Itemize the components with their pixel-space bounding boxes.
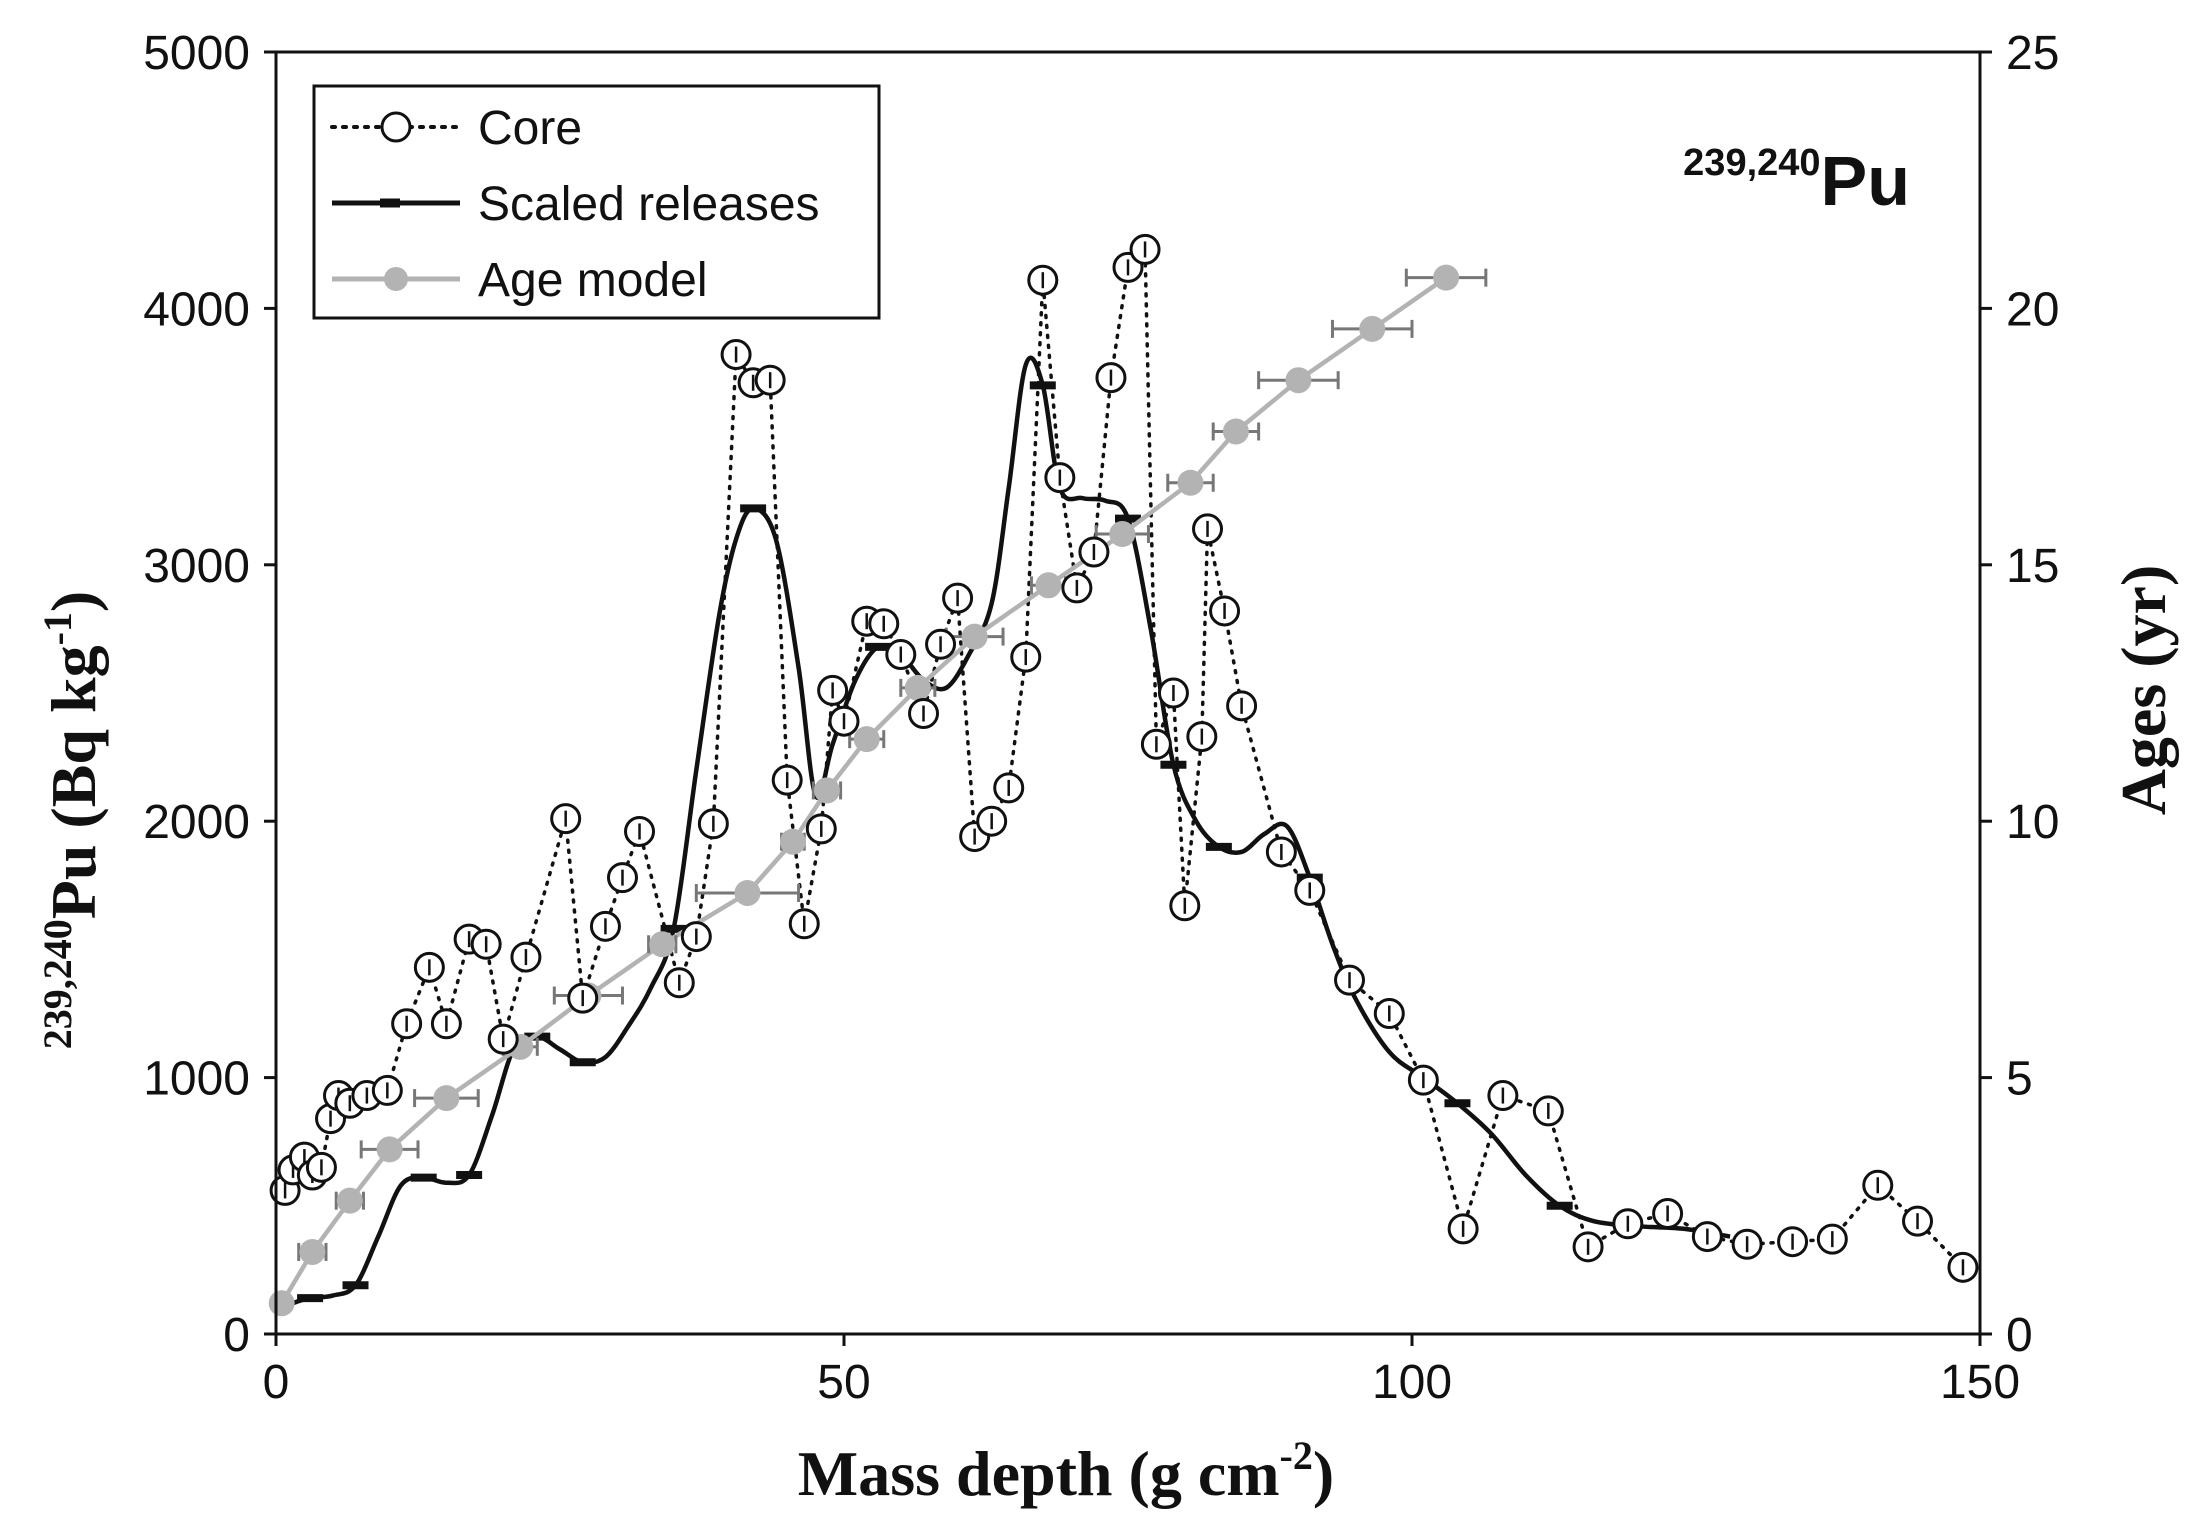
y-tick-label-1: 1000 bbox=[143, 1053, 250, 1106]
plot-area bbox=[268, 233, 1979, 1317]
y2-tick-label-1: 5 bbox=[2006, 1053, 2033, 1106]
age-model-point-3 bbox=[376, 1136, 403, 1163]
age-model-point-16 bbox=[1177, 469, 1204, 496]
x-tick-label-0: 0 bbox=[263, 1356, 290, 1409]
age-model-point-11 bbox=[853, 726, 880, 753]
age-model-point-4 bbox=[433, 1085, 460, 1112]
y-tick-label-0: 0 bbox=[223, 1309, 250, 1362]
age-model-point-19 bbox=[1359, 315, 1386, 342]
age-model-point-9 bbox=[779, 828, 806, 855]
y-tick-label-4: 4000 bbox=[143, 283, 250, 336]
legend-item-core: Core bbox=[330, 102, 582, 155]
legend-swatch-core-marker bbox=[380, 111, 412, 143]
age-model-point-18 bbox=[1285, 367, 1312, 394]
legend-item-age-model: Age model bbox=[332, 254, 707, 307]
y-tick-label-3: 3000 bbox=[143, 540, 250, 593]
legend-item-releases: Scaled releases bbox=[332, 178, 820, 231]
y2-tick-label-5: 25 bbox=[2006, 27, 2059, 80]
y-axis-title: 239,240Pu (Bq kg-1) bbox=[35, 591, 109, 1050]
x-tick-label-3: 150 bbox=[1940, 1356, 2020, 1409]
core-series-line bbox=[283, 245, 1965, 1270]
x-axis-title: Mass depth (g cm-2) bbox=[798, 1433, 1334, 1509]
plot-frame bbox=[274, 50, 1982, 1336]
x-tick-label-2: 100 bbox=[1372, 1356, 1452, 1409]
age-model-point-8 bbox=[734, 879, 761, 906]
svg-text:Ages (yr): Ages (yr) bbox=[2108, 565, 2179, 816]
legend-label-core: Core bbox=[478, 102, 582, 155]
isotope-annotation: 239,240Pu bbox=[1683, 142, 1910, 220]
legend: Core Scaled releases Age model bbox=[312, 84, 881, 320]
x-tick-label-1: 50 bbox=[817, 1356, 870, 1409]
legend-label-releases: Scaled releases bbox=[478, 178, 820, 231]
age-model-point-12 bbox=[904, 674, 931, 701]
age-model-point-17 bbox=[1222, 418, 1249, 445]
age-model-point-0 bbox=[268, 1290, 295, 1317]
legend-swatch-age-marker bbox=[384, 267, 408, 291]
y2-tick-label-3: 15 bbox=[2006, 540, 2059, 593]
y2-tick-label-4: 20 bbox=[2006, 283, 2059, 336]
age-model-point-20 bbox=[1433, 264, 1460, 291]
age-model-point-13 bbox=[961, 623, 988, 650]
svg-text:239,240Pu (Bq kg-1): 239,240Pu (Bq kg-1) bbox=[35, 591, 109, 1050]
age-model-point-10 bbox=[813, 777, 840, 804]
legend-label-age-model: Age model bbox=[478, 254, 707, 307]
age-model-point-2 bbox=[336, 1187, 363, 1214]
age-model-point-14 bbox=[1035, 572, 1062, 599]
age-model-point-7 bbox=[649, 931, 676, 958]
y-tick-label-2: 2000 bbox=[143, 796, 250, 849]
y-tick-label-5: 5000 bbox=[143, 27, 250, 80]
y2-tick-label-0: 0 bbox=[2006, 1309, 2033, 1362]
y2-axis-title: Ages (yr) bbox=[2108, 565, 2179, 816]
y2-tick-label-2: 10 bbox=[2006, 796, 2059, 849]
age-model-point-1 bbox=[299, 1238, 326, 1265]
age-model-point-15 bbox=[1109, 521, 1136, 548]
